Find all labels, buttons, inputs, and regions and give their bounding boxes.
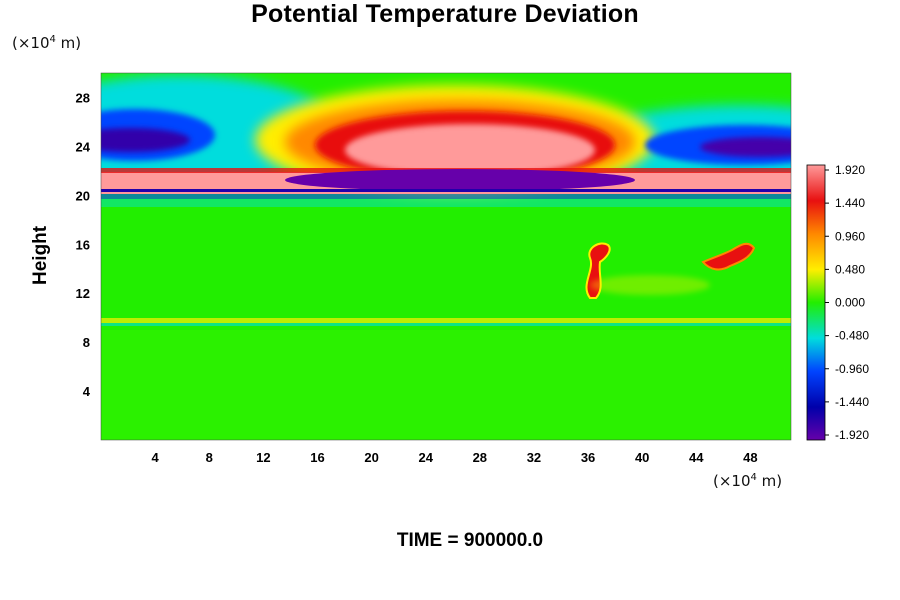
- lower-shading: [101, 330, 791, 440]
- x-tick-label: 12: [256, 450, 270, 465]
- colorbar-label: 0.000: [835, 296, 865, 310]
- x-tick-label: 4: [152, 450, 160, 465]
- y-axis-unit: (×104 m): [12, 34, 81, 52]
- y-tick-label: 16: [76, 237, 90, 252]
- y-tick-label: 12: [76, 286, 90, 301]
- colorbar-fill: [806, 164, 826, 441]
- x-tick-label: 48: [743, 450, 757, 465]
- y-unit-prefix: (×10: [12, 34, 50, 52]
- y-tick-label: 28: [76, 90, 90, 105]
- purple-band: [285, 169, 635, 191]
- x-unit-prefix: (×10: [713, 472, 751, 490]
- time-label: TIME = 900000.0: [396, 530, 544, 551]
- dark-line: [101, 189, 791, 192]
- y-unit-suffix: m): [55, 34, 82, 52]
- plume-right: [701, 242, 756, 271]
- upper-left-purple: [101, 128, 190, 152]
- x-tick-label: 16: [310, 450, 324, 465]
- colorbar-label: 1.920: [835, 163, 865, 177]
- colorbar-label: 0.960: [835, 229, 865, 243]
- y-tick-label: 4: [83, 384, 91, 399]
- x-tick-label: 44: [689, 450, 704, 465]
- weak-yellow-band: [101, 318, 791, 323]
- upper-right-purple: [700, 137, 791, 157]
- x-tick-label: 40: [635, 450, 649, 465]
- y-tick-label: 24: [76, 139, 91, 154]
- x-unit-suffix: m): [756, 472, 783, 490]
- x-tick-label: 32: [527, 450, 541, 465]
- x-unit-exponent: 4: [750, 472, 757, 483]
- y-tick-label: 20: [76, 188, 90, 203]
- x-tick-label: 36: [581, 450, 595, 465]
- colorbar-label: -1.920: [835, 428, 869, 442]
- colorbar-label: -1.440: [835, 395, 869, 409]
- blue-band-below: [101, 194, 791, 199]
- pink-core: [345, 124, 595, 176]
- x-tick-label: 28: [473, 450, 487, 465]
- x-tick-label: 24: [418, 450, 433, 465]
- y-ticks: 4 8 12 16 20 24 28: [76, 90, 91, 399]
- x-ticks: 4 8 12 16 20 24 28 32 36 40 44 48: [152, 450, 758, 465]
- colorbar-labels: 1.920 1.440 0.960 0.480 0.000 -0.480 -0.960 -1.…: [825, 163, 869, 442]
- plot-frame: [100, 72, 792, 441]
- y-unit-exponent: 4: [49, 34, 56, 45]
- colorbar-label: -0.960: [835, 362, 869, 376]
- x-axis-unit: (×104 m): [713, 472, 782, 490]
- y-tick-label: 8: [83, 335, 90, 350]
- colorbar-label: 1.440: [835, 196, 865, 210]
- plume-halo: [590, 275, 710, 295]
- colorbar-label: -0.480: [835, 329, 869, 343]
- x-tick-label: 20: [364, 450, 378, 465]
- chart-title: Potential Temperature Deviation: [251, 0, 639, 28]
- cyan-band-below: [101, 199, 791, 207]
- x-tick-label: 8: [206, 450, 213, 465]
- weak-cyan-band: [101, 323, 791, 326]
- colorbar-label: 0.480: [835, 262, 865, 276]
- heatmap-field: [101, 73, 791, 440]
- colorbar: 1.920 1.440 0.960 0.480 0.000 -0.480 -0.960 -1.…: [806, 163, 869, 442]
